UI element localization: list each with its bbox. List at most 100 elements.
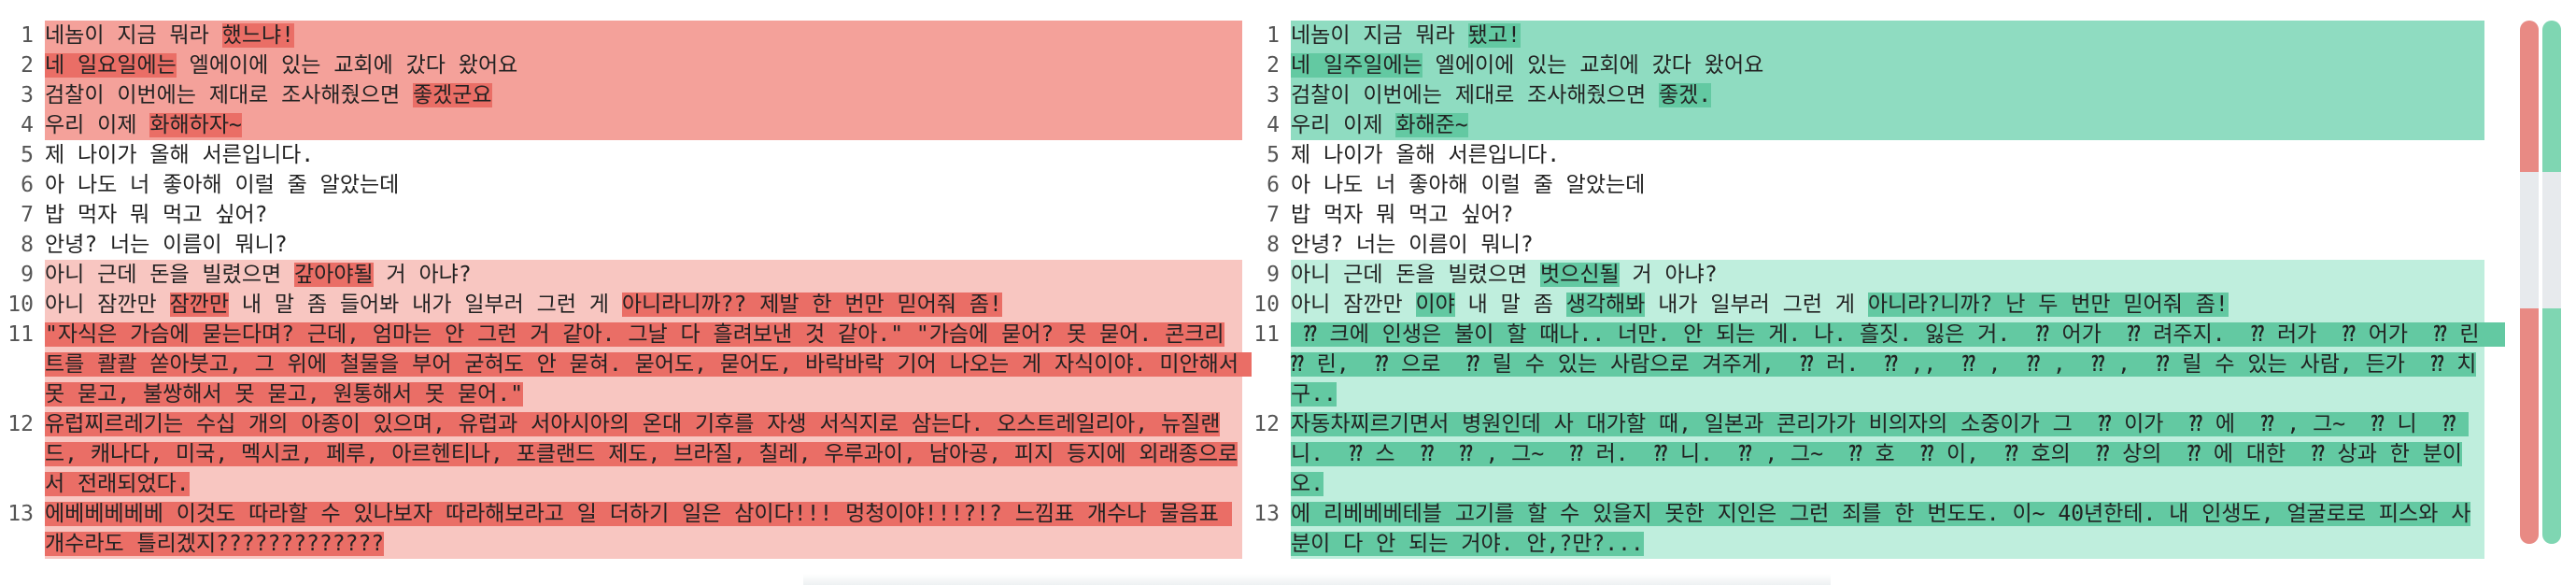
line-content[interactable]: 자동차찌르기면서 병원인데 사 대가할 때, 일본과 콘리가가 비의자의 소중이… xyxy=(1291,409,2484,499)
left-diff-pane[interactable]: 1 네놈이 지금 뭐라 했느냐! 2 네 일요일에는 엘에이에 있는 교회에 갔다 왔… xyxy=(0,21,1252,559)
line-number: 3 xyxy=(1267,83,1280,107)
right-line[interactable]: 1 네놈이 지금 뭐라 됐고! xyxy=(1246,21,2484,50)
line-number: 11 xyxy=(7,322,34,347)
line-number: 10 xyxy=(7,292,34,317)
line-content[interactable]: 네놈이 지금 뭐라 했느냐! xyxy=(45,21,1242,50)
line-number: 7 xyxy=(1267,203,1280,227)
line-number: 12 xyxy=(7,412,34,436)
right-line[interactable]: 7 밥 먹자 뭐 먹고 싶어? xyxy=(1246,200,2484,230)
left-line[interactable]: 2 네 일요일에는 엘에이에 있는 교회에 갔다 왔어요 xyxy=(0,50,1242,80)
line-content[interactable]: 밥 먹자 뭐 먹고 싶어? xyxy=(1291,200,2484,230)
unchanged-text: 아 나도 너 좋아해 이럴 줄 알았는데 xyxy=(45,173,400,197)
left-line[interactable]: 11 "자식은 가슴에 묻는다며? 근데, 엄마는 안 그런 거 같아. 그날 다… xyxy=(0,320,1252,409)
line-content[interactable]: 네 일주일에는 엘에이에 있는 교회에 갔다 왔어요 xyxy=(1291,50,2484,80)
overview-change-marker[interactable] xyxy=(2520,308,2539,544)
line-number: 11 xyxy=(1253,322,1280,347)
left-line[interactable]: 12 유럽찌르레기는 수십 개의 아종이 있으며, 유럽과 서아시아의 온대 기후… xyxy=(0,409,1242,499)
unchanged-text: 내가 일부러 그런 게 xyxy=(1645,292,1868,317)
line-number: 3 xyxy=(21,83,34,107)
right-line[interactable]: 9 아니 근데 돈을 빌렸으면 벗으신될 거 아냐? xyxy=(1246,260,2484,290)
left-line[interactable]: 3 검찰이 이번에는 제대로 조사해줬으면 좋겠군요 xyxy=(0,80,1242,110)
unchanged-text: 밥 먹자 뭐 먹고 싶어? xyxy=(1291,203,1514,227)
changed-text: 화해준~ xyxy=(1395,113,1468,137)
unchanged-text: 엘에이에 있는 교회에 갔다 왔어요 xyxy=(176,53,518,78)
right-line[interactable]: 6 아 나도 너 좋아해 이럴 줄 알았는데 xyxy=(1246,170,2484,200)
line-content[interactable]: 아니 근데 돈을 빌렸으면 벗으신될 거 아냐? xyxy=(1291,260,2484,290)
left-line[interactable]: 13 에베베베베베 이것도 따라할 수 있나보자 따라해보라고 일 더하기 일은 … xyxy=(0,499,1242,559)
right-line[interactable]: 11 ⁇ 크에 인생은 불이 할 때나.. 너만. 안 되는 게. 나. 흘짓.… xyxy=(1246,320,2506,409)
unchanged-text: 우리 이제 xyxy=(45,113,150,137)
line-content[interactable]: 안녕? 너는 이름이 뭐니? xyxy=(45,230,1242,260)
line-number: 2 xyxy=(1267,53,1280,78)
changed-text: 이야 xyxy=(1415,292,1455,317)
line-number: 6 xyxy=(1267,173,1280,197)
left-line[interactable]: 7 밥 먹자 뭐 먹고 싶어? xyxy=(0,200,1242,230)
unchanged-text: 네놈이 지금 뭐라 xyxy=(1291,23,1468,48)
unchanged-text: 거 아냐? xyxy=(1619,263,1718,287)
changed-text: 좋겠군요 xyxy=(412,83,492,107)
right-line[interactable]: 10 아니 잠깐만 이야 내 말 좀 생각해봐 내가 일부러 그런 게 아니라?니… xyxy=(1246,290,2484,320)
changed-text: 유럽찌르레기는 수십 개의 아종이 있으며, 유럽과 서아시아의 온대 기후를 … xyxy=(45,412,1238,496)
line-content[interactable]: 밥 먹자 뭐 먹고 싶어? xyxy=(45,200,1242,230)
right-line[interactable]: 4 우리 이제 화해준~ xyxy=(1246,110,2484,140)
unchanged-text: 검찰이 이번에는 제대로 조사해줬으면 xyxy=(45,83,413,107)
unchanged-text: 제 나이가 올해 서른입니다. xyxy=(45,143,315,167)
line-content[interactable]: "자식은 가슴에 묻는다며? 근데, 엄마는 안 그런 거 같아. 그날 다 흘… xyxy=(45,320,1252,409)
line-content[interactable]: 아 나도 너 좋아해 이럴 줄 알았는데 xyxy=(1291,170,2484,200)
line-content[interactable]: 아니 잠깐만 이야 내 말 좀 생각해봐 내가 일부러 그런 게 아니라?니까?… xyxy=(1291,290,2484,320)
line-number: 8 xyxy=(1267,233,1280,257)
unchanged-text: 제 나이가 올해 서른입니다. xyxy=(1291,143,1561,167)
line-number: 2 xyxy=(21,53,34,78)
right-line[interactable]: 13 에 리베베베테블 고기를 할 수 있을지 못한 지인은 그런 죄를 한 번도… xyxy=(1246,499,2484,559)
right-diff-pane[interactable]: 1 네놈이 지금 뭐라 됐고! 2 네 일주일에는 엘에이에 있는 교회에 갔다 왔어… xyxy=(1246,21,2506,559)
line-content[interactable]: 아니 잠깐만 잠깐만 내 말 좀 들어봐 내가 일부러 그런 게 아니라니까??… xyxy=(45,290,1242,320)
line-number: 7 xyxy=(21,203,34,227)
changed-text: 했느냐! xyxy=(221,23,294,48)
overview-ruler-left[interactable] xyxy=(2520,21,2539,544)
overview-change-marker[interactable] xyxy=(2520,21,2539,173)
line-content[interactable]: 우리 이제 화해준~ xyxy=(1291,110,2484,140)
left-line[interactable]: 1 네놈이 지금 뭐라 했느냐! xyxy=(0,21,1242,50)
line-content[interactable]: 네 일요일에는 엘에이에 있는 교회에 갔다 왔어요 xyxy=(45,50,1242,80)
changed-text: 아니라?니까? 난 두 번만 믿어줘 좀! xyxy=(1867,292,2229,317)
left-line[interactable]: 5 제 나이가 올해 서른입니다. xyxy=(0,140,1242,170)
line-number: 12 xyxy=(1253,412,1280,436)
unchanged-text: 내 말 좀 xyxy=(1454,292,1566,317)
line-content[interactable]: 우리 이제 화해하자~ xyxy=(45,110,1242,140)
unchanged-text: 아 나도 너 좋아해 이럴 줄 알았는데 xyxy=(1291,173,1646,197)
line-content[interactable]: 아 나도 너 좋아해 이럴 줄 알았는데 xyxy=(45,170,1242,200)
line-number: 10 xyxy=(1253,292,1280,317)
line-content[interactable]: 에 리베베베테블 고기를 할 수 있을지 못한 지인은 그런 죄를 한 번도도.… xyxy=(1291,499,2484,559)
overview-change-marker[interactable] xyxy=(2542,308,2561,544)
left-line[interactable]: 8 안녕? 너는 이름이 뭐니? xyxy=(0,230,1242,260)
line-number: 6 xyxy=(21,173,34,197)
line-content[interactable]: 에베베베베베 이것도 따라할 수 있나보자 따라해보라고 일 더하기 일은 삼이… xyxy=(45,499,1242,559)
left-line[interactable]: 6 아 나도 너 좋아해 이럴 줄 알았는데 xyxy=(0,170,1242,200)
right-line[interactable]: 3 검찰이 이번에는 제대로 조사해줬으면 좋겠. xyxy=(1246,80,2484,110)
line-content[interactable]: 네놈이 지금 뭐라 됐고! xyxy=(1291,21,2484,50)
right-line[interactable]: 5 제 나이가 올해 서른입니다. xyxy=(1246,140,2484,170)
line-content[interactable]: 유럽찌르레기는 수십 개의 아종이 있으며, 유럽과 서아시아의 온대 기후를 … xyxy=(45,409,1242,499)
right-line[interactable]: 8 안녕? 너는 이름이 뭐니? xyxy=(1246,230,2484,260)
line-content[interactable]: 검찰이 이번에는 제대로 조사해줬으면 좋겠. xyxy=(1291,80,2484,110)
line-number: 5 xyxy=(21,143,34,167)
overview-change-marker[interactable] xyxy=(2542,21,2561,173)
line-content[interactable]: 제 나이가 올해 서른입니다. xyxy=(1291,140,2484,170)
line-number: 9 xyxy=(1267,263,1280,287)
left-line[interactable]: 4 우리 이제 화해하자~ xyxy=(0,110,1242,140)
left-line[interactable]: 9 아니 근데 돈을 빌렸으면 갚아야될 거 아냐? xyxy=(0,260,1242,290)
line-number: 5 xyxy=(1267,143,1280,167)
line-content[interactable]: 안녕? 너는 이름이 뭐니? xyxy=(1291,230,2484,260)
overview-ruler-right[interactable] xyxy=(2542,21,2561,544)
right-line[interactable]: 2 네 일주일에는 엘에이에 있는 교회에 갔다 왔어요 xyxy=(1246,50,2484,80)
changed-text: 화해하자~ xyxy=(149,113,242,137)
unchanged-text: 네놈이 지금 뭐라 xyxy=(45,23,222,48)
line-content[interactable]: ⁇ 크에 인생은 불이 할 때나.. 너만. 안 되는 게. 나. 흘짓. 잃은… xyxy=(1291,320,2506,409)
line-content[interactable]: 아니 근데 돈을 빌렸으면 갚아야될 거 아냐? xyxy=(45,260,1242,290)
changed-text: 네 일주일에는 xyxy=(1291,53,1422,78)
changed-text: 잠깐만 xyxy=(169,292,229,317)
line-content[interactable]: 제 나이가 올해 서른입니다. xyxy=(45,140,1242,170)
left-line[interactable]: 10 아니 잠깐만 잠깐만 내 말 좀 들어봐 내가 일부러 그런 게 아니라니까… xyxy=(0,290,1242,320)
line-content[interactable]: 검찰이 이번에는 제대로 조사해줬으면 좋겠군요 xyxy=(45,80,1242,110)
right-line[interactable]: 12 자동차찌르기면서 병원인데 사 대가할 때, 일본과 콘리가가 비의자의 소… xyxy=(1246,409,2484,499)
